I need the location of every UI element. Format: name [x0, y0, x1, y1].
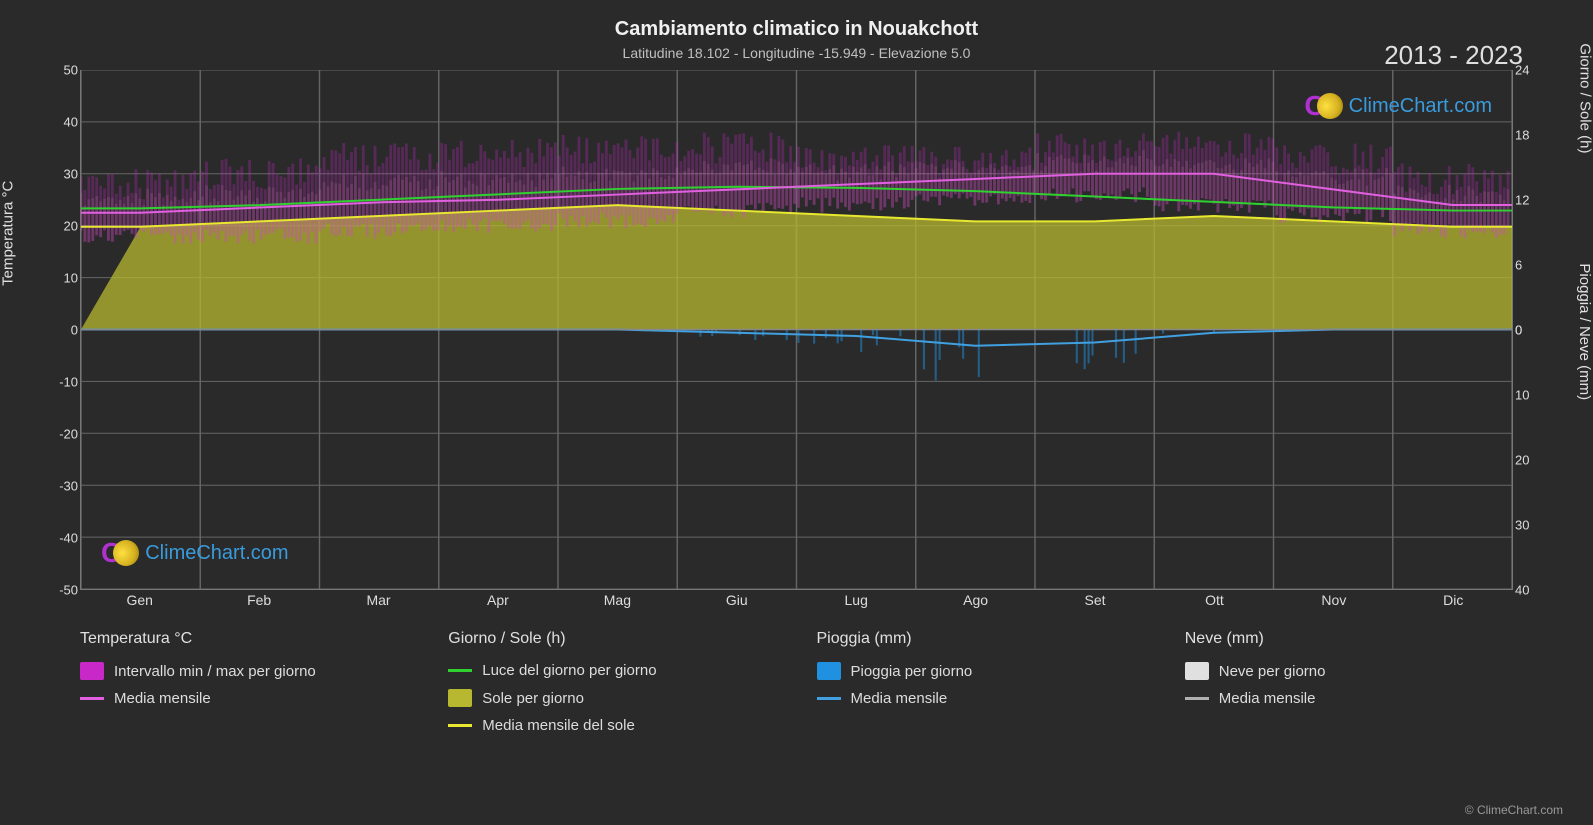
y-tick: -30	[30, 479, 78, 494]
legend-label: Sole per giorno	[482, 690, 584, 707]
legend-item: Luce del giorno per giorno	[448, 662, 776, 679]
y-tick: 20	[30, 219, 78, 234]
climate-chart: Cambiamento climatico in Nouakchott Lati…	[0, 0, 1593, 825]
y-tick: 40	[30, 115, 78, 130]
legend-label: Luce del giorno per giorno	[482, 662, 656, 679]
legend-label: Pioggia per giorno	[851, 663, 973, 680]
y-tick: 0	[1515, 323, 1563, 338]
y-tick: 40	[1515, 583, 1563, 598]
x-tick: Dic	[1443, 592, 1463, 608]
y-tick: -40	[30, 531, 78, 546]
y-tick: 0	[30, 323, 78, 338]
y-tick: 12	[1515, 193, 1563, 208]
year-range: 2013 - 2023	[1384, 40, 1523, 71]
y-axis-left: 50403020100-10-20-30-40-50	[30, 70, 78, 590]
legend-label: Media mensile del sole	[482, 717, 635, 734]
title-block: Cambiamento climatico in Nouakchott Lati…	[50, 10, 1543, 61]
y-axis-right-bottom-label: Pioggia / Neve (mm)	[1577, 263, 1593, 400]
y-tick: 50	[30, 63, 78, 78]
legend-item: Neve per giorno	[1185, 662, 1513, 680]
legend-col-rain: Pioggia (mm) Pioggia per giorno Media me…	[817, 630, 1145, 744]
legend-heading: Giorno / Sole (h)	[448, 630, 776, 648]
legend-label: Neve per giorno	[1219, 663, 1326, 680]
legend-heading: Temperatura °C	[80, 630, 408, 648]
chart-title: Cambiamento climatico in Nouakchott	[50, 18, 1543, 41]
x-tick: Feb	[247, 592, 271, 608]
x-tick: Gen	[126, 592, 152, 608]
x-tick: Mag	[604, 592, 631, 608]
y-tick: 20	[1515, 453, 1563, 468]
swatch-snow	[1185, 662, 1209, 680]
y-tick: 10	[1515, 388, 1563, 403]
legend-heading: Neve (mm)	[1185, 630, 1513, 648]
y-tick: 6	[1515, 258, 1563, 273]
legend-heading: Pioggia (mm)	[817, 630, 1145, 648]
swatch-temp-range	[80, 662, 104, 680]
y-tick: -50	[30, 583, 78, 598]
plot-area: C ClimeChart.com C ClimeChart.com	[80, 70, 1513, 590]
y-tick: -20	[30, 427, 78, 442]
y-tick: 30	[30, 167, 78, 182]
legend-item: Pioggia per giorno	[817, 662, 1145, 680]
y-axis-right-top-label: Giorno / Sole (h)	[1577, 43, 1593, 153]
legend-col-daysun: Giorno / Sole (h) Luce del giorno per gi…	[448, 630, 776, 744]
legend-col-snow: Neve (mm) Neve per giorno Media mensile	[1185, 630, 1513, 744]
x-axis: Gen Feb Mar Apr Mag Giu Lug Ago Set Ott Nov Dic	[80, 592, 1513, 616]
swatch-sun	[448, 689, 472, 707]
x-tick: Nov	[1321, 592, 1346, 608]
y-axis-left-label: Temperatura °C	[0, 181, 17, 286]
legend-label: Media mensile	[114, 690, 211, 707]
y-axis-right-top: 24181260	[1515, 70, 1563, 330]
legend-item: Media mensile	[1185, 690, 1513, 707]
y-tick: 10	[30, 271, 78, 286]
swatch-sun-avg	[448, 724, 472, 727]
y-tick: 18	[1515, 128, 1563, 143]
swatch-rain-avg	[817, 697, 841, 700]
x-tick: Ago	[963, 592, 988, 608]
legend-item: Media mensile	[817, 690, 1145, 707]
swatch-rain	[817, 662, 841, 680]
legend-label: Media mensile	[851, 690, 948, 707]
legend-item: Media mensile	[80, 690, 408, 707]
y-tick: 24	[1515, 63, 1563, 78]
y-tick: 30	[1515, 518, 1563, 533]
legend-col-temp: Temperatura °C Intervallo min / max per …	[80, 630, 408, 744]
x-tick: Apr	[487, 592, 509, 608]
legend-label: Intervallo min / max per giorno	[114, 663, 316, 680]
x-tick: Ott	[1205, 592, 1224, 608]
legend-item: Media mensile del sole	[448, 717, 776, 734]
x-tick: Giu	[726, 592, 748, 608]
y-axis-right-bottom: 010203040	[1515, 330, 1563, 590]
swatch-snow-avg	[1185, 697, 1209, 700]
x-tick: Set	[1085, 592, 1106, 608]
legend-label: Media mensile	[1219, 690, 1316, 707]
chart-subtitle: Latitudine 18.102 - Longitudine -15.949 …	[50, 45, 1543, 61]
swatch-temp-avg	[80, 697, 104, 700]
y-tick: -10	[30, 375, 78, 390]
x-tick: Lug	[845, 592, 868, 608]
x-tick: Mar	[366, 592, 390, 608]
swatch-daylight	[448, 669, 472, 672]
copyright: © ClimeChart.com	[1465, 803, 1563, 817]
plot-svg	[81, 70, 1512, 589]
legend-item: Sole per giorno	[448, 689, 776, 707]
legend: Temperatura °C Intervallo min / max per …	[80, 630, 1513, 744]
legend-item: Intervallo min / max per giorno	[80, 662, 408, 680]
